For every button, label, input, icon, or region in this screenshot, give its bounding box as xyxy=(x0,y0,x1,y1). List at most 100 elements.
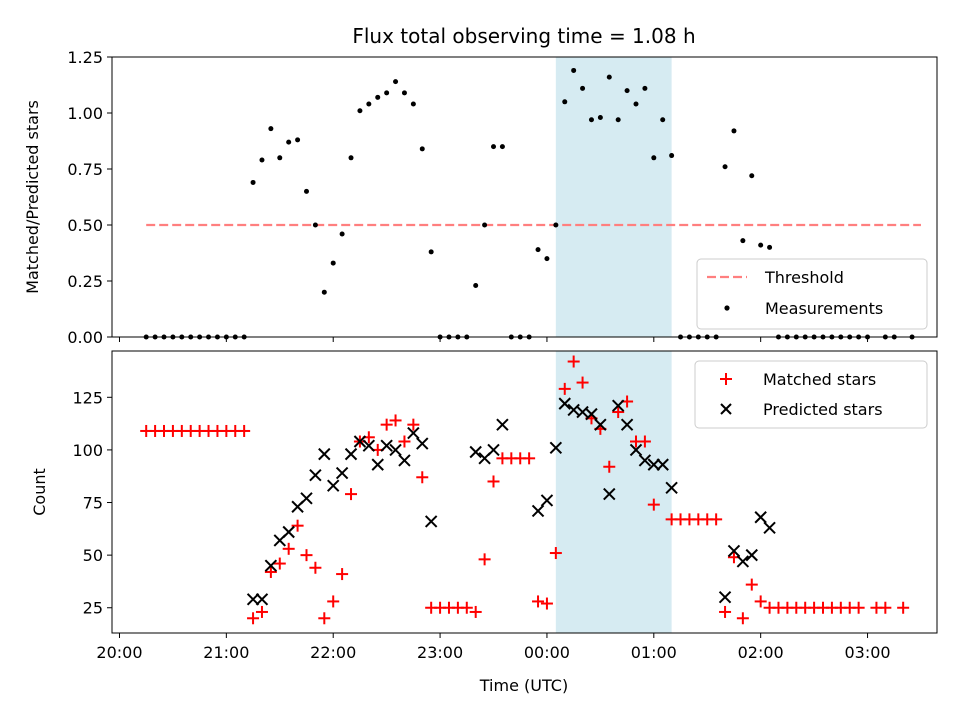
top-legend-box xyxy=(696,258,928,330)
measurement-point xyxy=(277,155,283,161)
bottom-highlight-span xyxy=(555,351,672,633)
predicted-star-point xyxy=(309,468,322,482)
measurement-point xyxy=(375,94,381,100)
matched-star-point xyxy=(327,595,340,608)
matched-star-point xyxy=(736,612,749,625)
matched-star-point xyxy=(238,424,251,437)
y-tick-label: 25 xyxy=(83,599,103,618)
top-legend: Threshold Measurements xyxy=(696,258,928,330)
measurement-point xyxy=(393,79,399,85)
predicted-stars-series xyxy=(246,397,776,606)
measurement-point xyxy=(651,155,657,161)
measurement-point xyxy=(259,157,265,163)
x-tick-label: 20:00 xyxy=(96,643,142,662)
predicted-star-point xyxy=(264,559,278,572)
measurement-point xyxy=(642,85,648,91)
legend-predicted-label: Predicted stars xyxy=(763,400,883,419)
legend-predicted-swatch xyxy=(720,403,732,415)
measurement-point xyxy=(348,155,354,161)
predicted-star-point xyxy=(629,443,643,457)
matched-star-point xyxy=(710,513,723,526)
matched-star-point xyxy=(523,452,536,465)
predicted-star-point xyxy=(282,525,295,539)
matched-star-point xyxy=(300,549,313,562)
predicted-star-point xyxy=(594,418,607,431)
measurement-point xyxy=(562,99,568,105)
predicted-star-point xyxy=(647,458,661,471)
matched-star-point xyxy=(291,519,304,532)
matched-star-point xyxy=(407,418,420,431)
matched-star-point xyxy=(540,597,553,610)
matched-star-point xyxy=(603,460,616,473)
predicted-star-point xyxy=(246,593,260,606)
predicted-star-point xyxy=(344,447,358,461)
top-y-ticks: 0.00 0.25 0.50 0.75 1.00 1.25 xyxy=(67,48,112,347)
measurement-point xyxy=(669,153,675,159)
matched-star-point xyxy=(478,553,491,566)
predicted-star-point xyxy=(754,511,767,524)
predicted-star-point xyxy=(727,544,741,558)
predicted-star-point xyxy=(469,445,482,459)
measurement-point xyxy=(286,139,292,145)
y-tick-label: 1.00 xyxy=(67,104,103,123)
matched-star-point xyxy=(336,568,349,581)
matched-star-point xyxy=(273,557,286,570)
measurements-series xyxy=(143,67,915,340)
matched-star-point xyxy=(282,542,295,555)
measurement-point xyxy=(758,242,764,248)
measurement-point xyxy=(597,114,603,120)
predicted-star-point xyxy=(540,494,554,507)
predicted-star-point xyxy=(255,593,269,606)
measurement-point xyxy=(410,101,416,107)
chart-title: Flux total observing time = 1.08 h xyxy=(352,24,695,48)
predicted-star-point xyxy=(718,591,732,604)
top-y-axis-label: Matched/Predicted stars xyxy=(23,100,42,294)
matched-star-point xyxy=(897,601,910,614)
matched-star-point xyxy=(345,488,358,501)
predicted-star-point xyxy=(407,426,420,440)
matched-star-point xyxy=(247,612,260,625)
measurement-point xyxy=(330,260,336,266)
predicted-star-point xyxy=(576,405,589,419)
measurement-point xyxy=(588,117,594,123)
measurement-point xyxy=(553,222,559,228)
predicted-star-point xyxy=(371,458,384,471)
measurement-point xyxy=(624,88,630,94)
bottom-legend: Matched stars Predicted stars xyxy=(694,360,928,429)
measurement-point xyxy=(321,289,327,295)
predicted-star-point xyxy=(389,443,402,457)
measurement-point xyxy=(606,74,612,80)
measurement-point xyxy=(491,144,497,150)
matched-star-point xyxy=(612,406,625,419)
predicted-star-point xyxy=(353,435,367,448)
y-tick-label: 50 xyxy=(83,546,103,565)
matched-star-point xyxy=(549,547,562,560)
matched-star-point xyxy=(754,595,767,608)
matched-star-point xyxy=(638,435,651,448)
y-tick-label: 1.25 xyxy=(67,48,103,67)
matched-star-point xyxy=(532,595,545,608)
top-panel: 0.00 0.25 0.50 0.75 1.00 1.25 Flux total obse… xyxy=(23,24,938,347)
predicted-star-point xyxy=(487,443,500,457)
predicted-star-point xyxy=(300,492,313,505)
y-tick-label: 100 xyxy=(72,441,103,460)
measurement-point xyxy=(428,249,434,255)
predicted-star-point xyxy=(665,481,678,494)
matched-star-point xyxy=(647,498,660,511)
x-tick-label: 01:00 xyxy=(631,643,677,662)
legend-measurements-label: Measurements xyxy=(765,299,883,318)
matched-star-point xyxy=(879,601,892,614)
matched-star-point xyxy=(558,382,571,395)
measurement-point xyxy=(615,117,621,123)
predicted-star-point xyxy=(603,487,616,501)
measurement-point xyxy=(357,108,363,114)
predicted-star-point xyxy=(763,521,776,534)
measurement-point xyxy=(544,256,550,262)
predicted-star-point xyxy=(656,458,669,471)
x-tick-label: 23:00 xyxy=(417,643,463,662)
measurement-point xyxy=(740,238,746,244)
matched-star-point xyxy=(567,355,580,368)
predicted-star-point xyxy=(531,504,545,518)
